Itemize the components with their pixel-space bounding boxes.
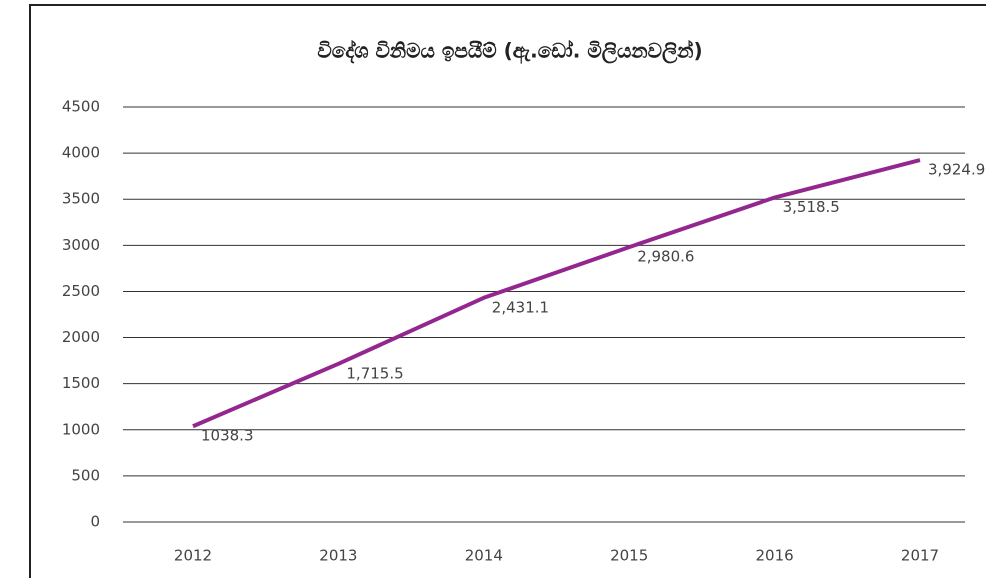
x-tick-label: 2017 (901, 547, 939, 565)
data-line (192, 158, 921, 429)
frame (29, 4, 986, 578)
data-label: 1038.3 (201, 427, 254, 445)
data-label: 2,980.6 (637, 248, 694, 266)
y-tick-label: 2000 (62, 328, 100, 346)
y-tick-label: 1500 (62, 374, 100, 392)
y-tick-label: 1000 (62, 420, 100, 438)
x-tick-label: 2014 (465, 547, 503, 565)
data-label: 2,431.1 (492, 298, 549, 316)
data-label: 3,924.9 (928, 161, 985, 179)
y-tick-label: 4500 (62, 98, 100, 116)
chart-title: විදේශ විනිමය ඉපයීම් (ඇ.ඩෝ. මිලියනවලින්) (317, 38, 702, 64)
x-tick-label: 2013 (319, 547, 357, 565)
x-tick-label: 2015 (610, 547, 648, 565)
data-label: 3,518.5 (783, 198, 840, 216)
y-tick-label: 2500 (62, 282, 100, 300)
y-tick-label: 4000 (62, 144, 100, 162)
y-tick-label: 3500 (62, 190, 100, 208)
data-label: 1,715.5 (346, 364, 403, 382)
y-tick-label: 0 (90, 513, 100, 531)
y-tick-label: 3000 (62, 236, 100, 254)
x-tick-label: 2016 (756, 547, 794, 565)
x-tick-label: 2012 (174, 547, 212, 565)
y-tick-label: 500 (71, 466, 100, 484)
